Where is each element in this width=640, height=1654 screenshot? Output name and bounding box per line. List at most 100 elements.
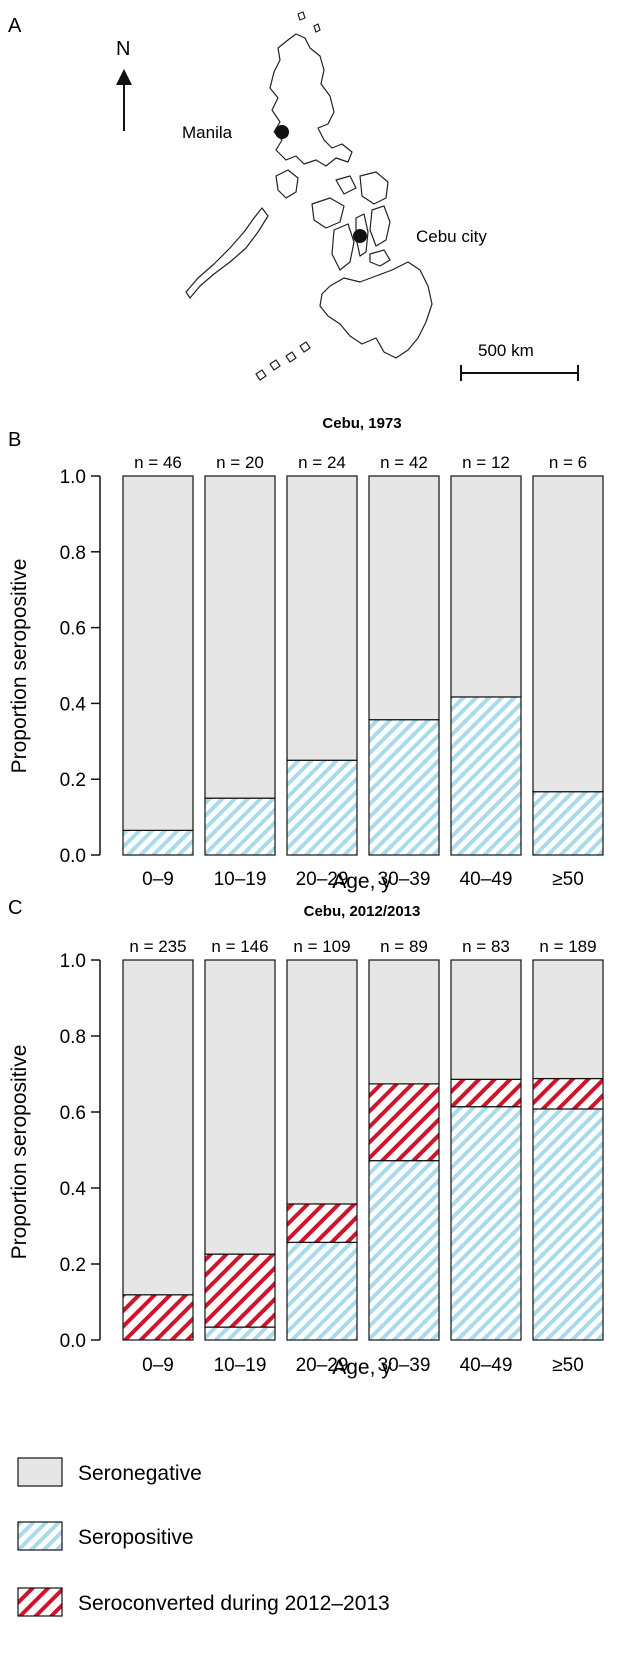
legend-swatch-seronegative	[17, 1457, 63, 1487]
n-label: n = 42	[380, 453, 428, 472]
bar-segment-seropositive	[204, 797, 276, 856]
x-tick-label: 0–9	[142, 869, 174, 890]
y-tick-label: 0.6	[60, 1103, 86, 1124]
panel-b-xlabel: Age, y	[332, 870, 392, 893]
island-leyte	[369, 205, 391, 247]
panel-b-plot: 0.0 0.2 0.4 0.6 0.8 1.0 n = 46 0–9 n = 20 10–19 n …	[60, 453, 604, 890]
bar-segment-seronegative	[286, 959, 358, 1205]
panel-c-letter: C	[8, 897, 22, 919]
island-masbate	[335, 175, 357, 195]
island-samar	[359, 171, 389, 205]
bar-segment-seropositive	[532, 1108, 604, 1341]
panel-c-plot: 0.0 0.2 0.4 0.6 0.8 1.0 n = 235 0–9 n = 146 10–19…	[60, 937, 604, 1376]
island-batanes	[297, 11, 306, 21]
x-tick-label: 40–49	[460, 869, 513, 890]
island-babuyan	[313, 23, 321, 33]
panel-c-ylabel: Proportion seropositive	[8, 1045, 31, 1260]
island-sulu	[255, 341, 311, 381]
x-tick-label: 20–29	[296, 1355, 349, 1376]
bar-segment-seronegative	[450, 475, 522, 698]
panel-a: A N	[8, 11, 579, 381]
panel-b-letter: B	[8, 429, 21, 451]
bar-segment-seropositive	[532, 791, 604, 856]
bar-segment-seropositive	[122, 829, 194, 856]
x-tick-label: 10–19	[214, 1355, 267, 1376]
island-panay	[311, 197, 345, 229]
cebu-marker	[353, 229, 367, 243]
scale-label: 500 km	[478, 341, 534, 360]
bar-segment-seropositive	[368, 1160, 440, 1341]
bar-segment-seroconverted	[122, 1294, 194, 1341]
bar-segment-seronegative	[286, 475, 358, 761]
bar-segment-seroconverted	[450, 1078, 522, 1108]
bar-segment-seroconverted	[204, 1253, 276, 1328]
city-label-manila: Manila	[182, 123, 233, 142]
north-label: N	[116, 38, 130, 60]
legend-label-seropositive: Seropositive	[78, 1526, 194, 1549]
n-label: n = 146	[211, 937, 268, 956]
legend-swatch-seroconverted	[17, 1587, 63, 1617]
x-tick-label: ≥50	[552, 1355, 584, 1376]
y-tick-label: 0.2	[60, 1255, 86, 1276]
bar-segment-seropositive	[286, 759, 358, 856]
n-label: n = 235	[129, 937, 186, 956]
island-luzon	[269, 33, 353, 167]
y-tick-label: 0.2	[60, 770, 86, 791]
n-label: n = 189	[539, 937, 596, 956]
bar-segment-seropositive	[204, 1326, 276, 1341]
y-tick-label: 0.6	[60, 619, 86, 640]
n-label: n = 109	[293, 937, 350, 956]
legend-item-seropositive: Seropositive	[17, 1521, 194, 1551]
bar-segment-seroconverted	[532, 1077, 604, 1110]
legend-label-seronegative: Seronegative	[78, 1462, 202, 1485]
bar-segment-seronegative	[122, 475, 194, 831]
n-label: n = 83	[462, 937, 510, 956]
panel-c: C Cebu, 2012/2013 Proportion seropositiv…	[8, 897, 604, 1379]
y-tick-label: 0.0	[60, 846, 86, 867]
scale-bar: 500 km	[460, 341, 579, 381]
panel-b-title: Cebu, 1973	[322, 415, 401, 432]
philippines-map	[185, 11, 433, 381]
bar-segment-seronegative	[368, 475, 440, 721]
bar-segment-seronegative	[204, 475, 276, 799]
island-bohol	[369, 249, 391, 267]
y-tick-label: 1.0	[60, 951, 86, 972]
bar-segment-seronegative	[450, 959, 522, 1080]
bar-segment-seroconverted	[286, 1203, 358, 1243]
y-tick-label: 1.0	[60, 467, 86, 488]
island-palawan	[185, 207, 269, 299]
x-tick-label: 40–49	[460, 1355, 513, 1376]
x-tick-label: 30–39	[378, 1355, 431, 1376]
island-mindoro	[275, 169, 299, 199]
legend-label-seroconverted: Seroconverted during 2012–2013	[78, 1592, 390, 1615]
bar-segment-seropositive	[450, 696, 522, 856]
y-tick-label: 0.8	[60, 543, 86, 564]
bar-segment-seronegative	[532, 475, 604, 793]
n-label: n = 46	[134, 453, 182, 472]
bar-segment-seropositive	[450, 1106, 522, 1341]
panel-c-title: Cebu, 2012/2013	[304, 903, 421, 920]
bar-segment-seronegative	[532, 959, 604, 1080]
x-tick-label: 10–19	[214, 869, 267, 890]
manila-marker	[275, 125, 289, 139]
x-tick-label: ≥50	[552, 869, 584, 890]
y-tick-label: 0.4	[60, 694, 87, 715]
x-tick-label: 30–39	[378, 869, 431, 890]
legend: Seronegative Seropositive Seroconverted …	[17, 1457, 390, 1617]
panel-b: B Cebu, 1973 Proportion seropositive Age…	[8, 415, 604, 893]
bar-segment-seropositive	[286, 1241, 358, 1341]
y-tick-label: 0.0	[60, 1331, 86, 1352]
n-label: n = 12	[462, 453, 510, 472]
bar-segment-seronegative	[204, 959, 276, 1255]
city-label-cebu: Cebu city	[416, 227, 487, 246]
n-label: n = 24	[298, 453, 346, 472]
bar-segment-seronegative	[368, 959, 440, 1085]
island-negros	[331, 223, 355, 271]
legend-swatch-seropositive	[17, 1521, 63, 1551]
y-tick-label: 0.4	[60, 1179, 87, 1200]
n-label: n = 89	[380, 937, 428, 956]
bar-segment-seropositive	[368, 719, 440, 856]
north-arrow: N	[116, 38, 132, 131]
island-mindanao	[319, 261, 433, 359]
